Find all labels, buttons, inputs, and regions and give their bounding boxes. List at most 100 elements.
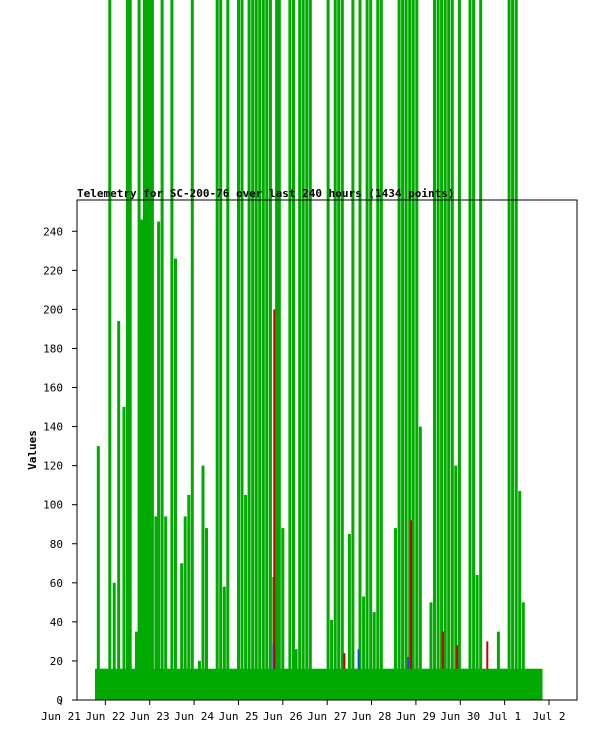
bar-series-0-72 [333, 0, 337, 700]
bar-series-0-1 [96, 446, 100, 700]
bar-series-0-20 [154, 516, 158, 700]
bar-series-0-110 [468, 0, 472, 700]
x-tick-label-11: Jul 2 [532, 710, 565, 723]
bar-series-0-70 [326, 0, 330, 700]
bar-series-0-60 [292, 0, 295, 700]
bar-series-0-11 [128, 0, 132, 700]
bar-series-0-82 [369, 0, 373, 700]
bar-series-0-121 [507, 0, 511, 700]
bar-series-0-83 [372, 612, 376, 700]
bar-series-0-96 [418, 426, 422, 700]
bar-series-0-35 [205, 528, 208, 700]
bar-series-0-7 [117, 321, 121, 700]
bar-series-0-13 [134, 631, 138, 700]
bar-series-0-51 [261, 0, 265, 700]
y-tick-label-6: 120 [43, 460, 63, 473]
y-tick-label-12: 240 [43, 225, 63, 238]
x-tick-label-3: Jun 24 [174, 710, 214, 723]
y-tick-label-8: 160 [43, 382, 63, 395]
bar-series-0-101 [436, 0, 440, 700]
bar-series-0-10 [126, 0, 129, 700]
bar-series-0-5 [108, 0, 112, 700]
bar-series-0-92 [404, 0, 408, 700]
bar-series-0-80 [362, 596, 366, 700]
bar-series-0-45 [240, 0, 244, 700]
data-bars [95, 0, 543, 701]
bar-series-0-53 [268, 0, 272, 700]
y-tick-label-11: 220 [43, 264, 63, 277]
bar-series-0-23 [164, 516, 168, 700]
bar-series-0-104 [447, 0, 451, 700]
x-tick-label-0: Jun 21 [41, 710, 81, 723]
bar-series-0-93 [408, 0, 412, 700]
bar-series-0-81 [365, 0, 369, 700]
bar-series-0-62 [298, 0, 302, 700]
bar-series-0-34 [201, 465, 205, 700]
y-tick-label-0: 0 [56, 694, 63, 707]
bar-series-0-41 [226, 0, 230, 700]
bar-series-0-17 [145, 0, 149, 700]
bar-series-0-39 [219, 0, 223, 700]
bar-series-0-100 [433, 0, 436, 700]
x-tick-label-5: Jun 26 [263, 710, 303, 723]
bar-series-0-30 [187, 494, 191, 700]
bar-series-0-84 [376, 0, 380, 700]
chart-title: Telemetry for SC-200-76 over last 240 ho… [77, 187, 455, 200]
x-tick-label-9: Jun 30 [440, 710, 480, 723]
bar-series-0-89 [394, 528, 397, 700]
bar-series-2-2 [273, 309, 276, 700]
x-tick-label-2: Jun 23 [130, 710, 170, 723]
bar-series-0-26 [174, 258, 177, 700]
bar-series-0-22 [160, 0, 164, 700]
bar-series-0-19 [150, 0, 154, 700]
bar-series-0-85 [379, 0, 383, 700]
bar-series-0-118 [496, 631, 500, 700]
bar-series-0-111 [472, 0, 476, 700]
bar-series-0-44 [237, 0, 240, 700]
bar-series-0-9 [122, 407, 126, 700]
bar-series-0-106 [454, 465, 458, 700]
bar-series-2-7 [441, 631, 444, 700]
bar-series-0-122 [511, 0, 515, 700]
y-axis-label: Values [26, 430, 39, 470]
y-tick-label-4: 80 [50, 538, 63, 551]
bar-series-0-73 [337, 0, 341, 700]
x-tick-label-1: Jun 22 [85, 710, 125, 723]
bar-series-0-71 [330, 619, 334, 700]
y-tick-label-10: 200 [43, 303, 63, 316]
bar-series-0-29 [183, 516, 187, 700]
y-tick-label-1: 20 [50, 655, 63, 668]
bar-series-0-74 [340, 0, 344, 700]
bar-series-0-31 [190, 0, 194, 700]
bar-series-0-21 [157, 221, 161, 700]
bar-series-0-55 [275, 0, 279, 700]
y-tick-label-7: 140 [43, 421, 63, 434]
bar-series-0-124 [518, 491, 522, 700]
bar-series-0-6 [112, 582, 116, 700]
bar-series-0-95 [415, 0, 419, 700]
bar-series-0-48 [251, 0, 255, 700]
bar-series-0-76 [347, 534, 351, 700]
bar-series-0-125 [521, 602, 525, 700]
bar-series-0-79 [358, 0, 362, 700]
bar-series-0-107 [457, 0, 461, 700]
y-tick-label-2: 40 [50, 616, 63, 629]
bar-series-0-105 [450, 0, 454, 700]
bar-series-0-18 [148, 0, 152, 700]
bar-series-0-90 [397, 0, 401, 700]
bar-series-0-50 [258, 0, 262, 700]
bar-series-0-123 [514, 0, 518, 700]
x-tick-label-7: Jun 28 [352, 710, 392, 723]
bar-series-0-28 [180, 563, 184, 700]
bar-series-0-49 [254, 0, 258, 700]
bar-series-0-59 [288, 0, 292, 700]
bar-series-0-57 [281, 528, 285, 700]
x-tick-label-10: Jul 1 [488, 710, 521, 723]
bar-series-0-113 [479, 0, 483, 700]
baseline-band [96, 668, 541, 701]
bar-series-0-40 [222, 586, 226, 700]
bar-series-0-94 [411, 0, 415, 700]
x-tick-label-8: Jun 29 [396, 710, 436, 723]
bar-series-0-99 [429, 602, 433, 700]
